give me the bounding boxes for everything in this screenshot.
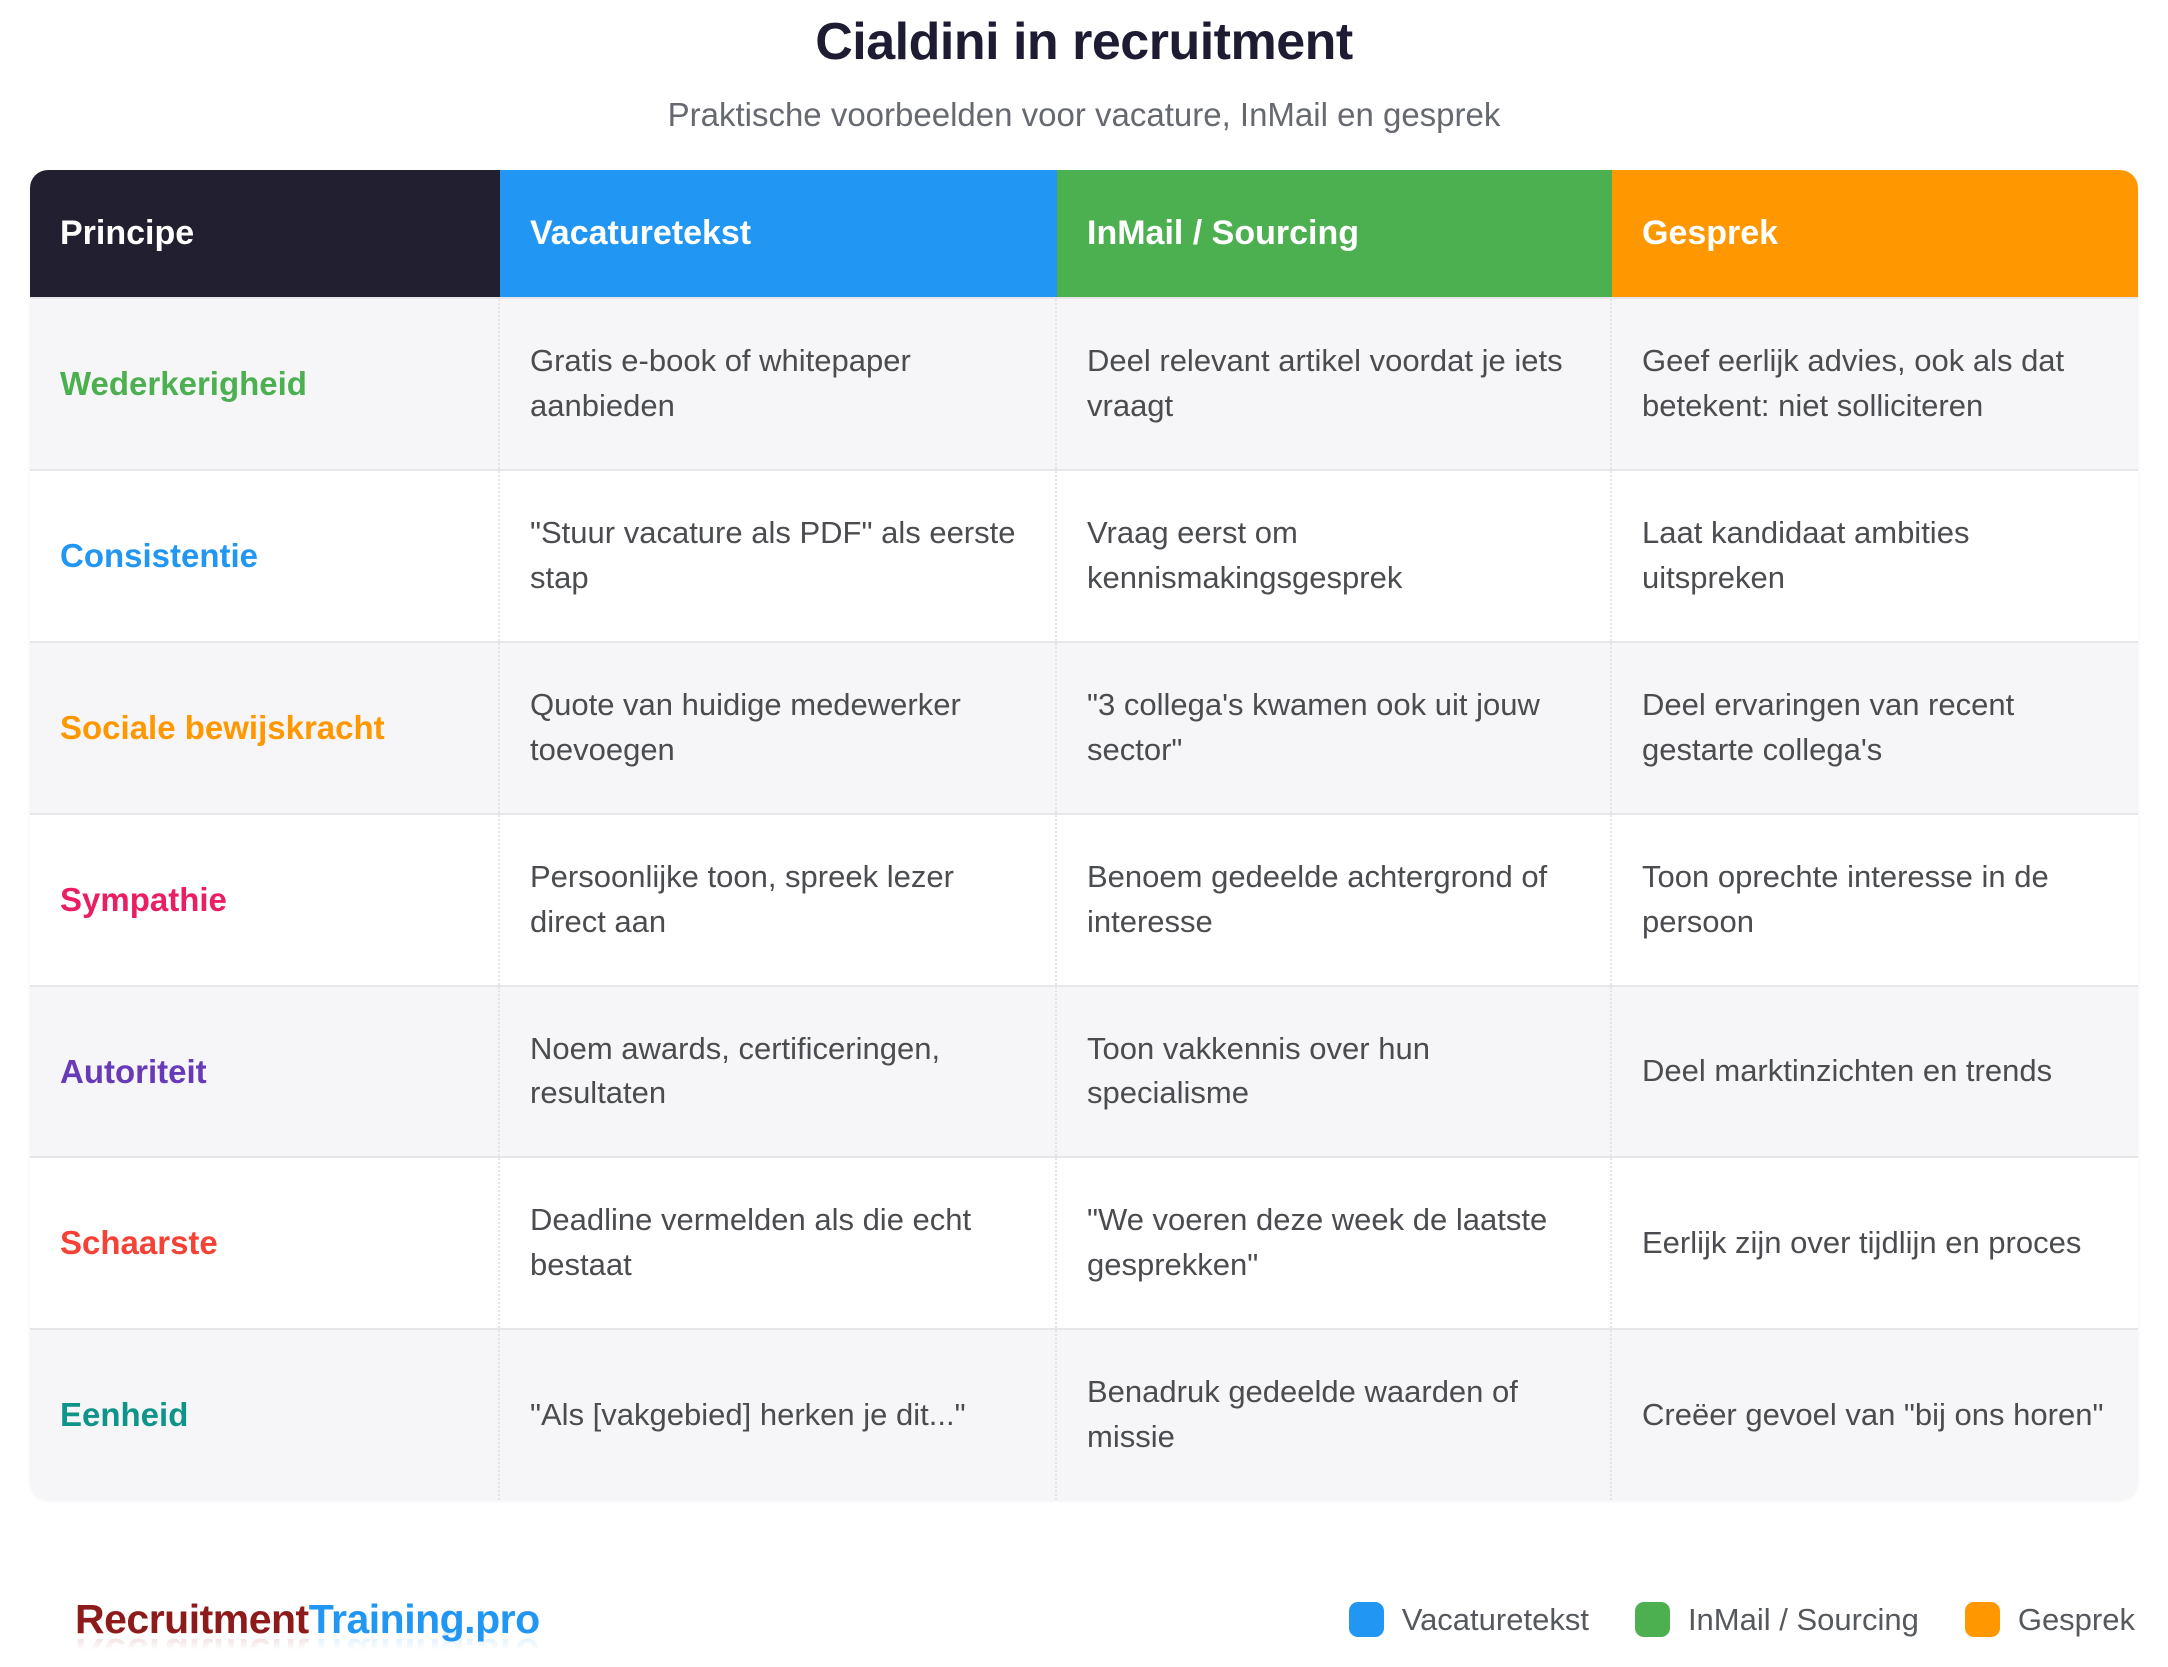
vacaturetekst-cell: Persoonlijke toon, spreek lezer direct a… — [500, 814, 1057, 985]
gesprek-cell: Deel ervaringen van recent gestarte coll… — [1642, 686, 2015, 767]
table-row: Schaarste Deadline vermelden als die ech… — [30, 1156, 2138, 1329]
column-header-principe: Principe — [30, 170, 500, 297]
principle-label: Autoriteit — [30, 986, 500, 1157]
gesprek-cell: Geef eerlijk advies, ook als dat beteken… — [1642, 343, 2065, 423]
principle-label: Sympathie — [30, 814, 500, 985]
table-row: Consistentie "Stuur vacature als PDF" al… — [30, 468, 2138, 641]
vacaturetekst-cell: Quote van huidige medewerker toevoegen — [500, 642, 1057, 813]
principle-label: Eenheid — [30, 1330, 500, 1501]
gesprek-cell: Toon oprechte interesse in de persoon — [1642, 858, 2049, 939]
page-title: Cialdini in recruitment — [815, 13, 1353, 71]
table-row: Wederkerigheid Gratis e-book of whitepap… — [30, 297, 2138, 469]
inmail-cell: Vraag eerst om kennismakingsgesprek — [1057, 470, 1612, 641]
principle-label: Schaarste — [30, 1158, 500, 1329]
brand-logo: RecruitmentTraining.pro — [75, 1596, 540, 1643]
inmail-cell: Toon vakkennis over hun specialisme — [1057, 986, 1612, 1157]
legend-swatch-gesprek — [1964, 1602, 2000, 1637]
table-row: Eenheid "Als [vakgebied] herken je dit..… — [30, 1328, 2138, 1501]
legend-label: InMail / Sourcing — [1687, 1601, 1919, 1637]
gesprek-cell: Creëer gevoel van "bij ons horen" — [1642, 1396, 2104, 1432]
vacaturetekst-cell: "Stuur vacature als PDF" als eerste stap — [500, 470, 1057, 641]
vacaturetekst-cell: Gratis e-book of whitepaper aanbieden — [500, 299, 1057, 469]
inmail-cell: Benoem gedeelde achtergrond of interesse — [1057, 814, 1612, 985]
legend-item: InMail / Sourcing — [1634, 1601, 1919, 1638]
legend-item: Gesprek — [1964, 1601, 2135, 1638]
vacaturetekst-cell: Deadline vermelden als die echt bestaat — [500, 1158, 1057, 1329]
inmail-cell: Deel relevant artikel voordat je iets vr… — [1057, 299, 1612, 469]
legend-label: Gesprek — [2017, 1601, 2135, 1637]
gesprek-cell: Deel marktinzichten en trends — [1642, 1052, 2053, 1088]
column-header-vacaturetekst: Vacaturetekst — [500, 170, 1057, 297]
gesprek-cell: Eerlijk zijn over tijdlijn en proces — [1642, 1224, 2082, 1260]
table-row: Sociale bewijskracht Quote van huidige m… — [30, 640, 2138, 813]
page-subtitle: Praktische voorbeelden voor vacature, In… — [667, 96, 1501, 133]
principle-label: Wederkerigheid — [30, 299, 500, 469]
vacaturetekst-cell: "Als [vakgebied] herken je dit..." — [500, 1330, 1057, 1501]
brand-logo-training-pro: Training.pro — [308, 1596, 540, 1642]
vacaturetekst-cell: Noem awards, certificeringen, resultaten — [500, 986, 1057, 1157]
brand-logo-recruitment: Recruitment — [75, 1596, 309, 1642]
cialdini-table: Principe Vacaturetekst InMail / Sourcing… — [30, 170, 2138, 1501]
legend-swatch-inmail-sourcing — [1634, 1602, 1670, 1637]
inmail-cell: Benadruk gedeelde waarden of missie — [1057, 1330, 1612, 1501]
column-header-gesprek: Gesprek — [1612, 170, 2138, 297]
legend-label: Vacaturetekst — [1401, 1601, 1589, 1637]
table-header-row: Principe Vacaturetekst InMail / Sourcing… — [30, 170, 2138, 297]
principle-label: Consistentie — [30, 470, 500, 641]
column-header-inmail-sourcing: InMail / Sourcing — [1057, 170, 1612, 297]
footer: RecruitmentTraining.pro Vacaturetekst In… — [75, 1596, 2135, 1643]
table-row: Autoriteit Noem awards, certificeringen,… — [30, 984, 2138, 1157]
inmail-cell: "3 collega's kwamen ook uit jouw sector" — [1057, 642, 1612, 813]
table-row: Sympathie Persoonlijke toon, spreek leze… — [30, 812, 2138, 985]
legend-swatch-vacaturetekst — [1348, 1602, 1384, 1637]
inmail-cell: "We voeren deze week de laatste gesprekk… — [1057, 1158, 1612, 1329]
legend: Vacaturetekst InMail / Sourcing Gesprek — [1348, 1601, 2135, 1638]
principle-label: Sociale bewijskracht — [30, 642, 500, 813]
gesprek-cell: Laat kandidaat ambities uitspreken — [1642, 514, 1970, 595]
legend-item: Vacaturetekst — [1348, 1601, 1589, 1638]
